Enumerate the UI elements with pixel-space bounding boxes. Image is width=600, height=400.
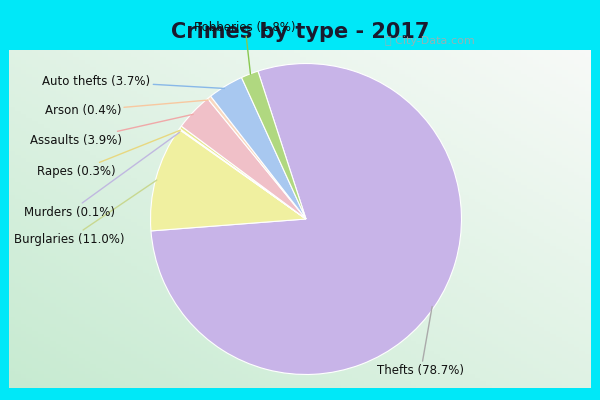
Text: Rapes (0.3%): Rapes (0.3%)	[37, 130, 181, 178]
Wedge shape	[179, 126, 306, 219]
Text: Crimes by type - 2017: Crimes by type - 2017	[171, 22, 429, 42]
Text: Thefts (78.7%): Thefts (78.7%)	[377, 306, 464, 377]
Wedge shape	[181, 99, 306, 219]
Text: Burglaries (11.0%): Burglaries (11.0%)	[14, 180, 157, 246]
Text: Murders (0.1%): Murders (0.1%)	[24, 132, 179, 219]
Text: Assaults (3.9%): Assaults (3.9%)	[30, 114, 193, 147]
Text: Auto thefts (3.7%): Auto thefts (3.7%)	[43, 74, 224, 88]
Wedge shape	[208, 96, 306, 219]
Wedge shape	[151, 64, 461, 374]
Text: ⓘ City-Data.com: ⓘ City-Data.com	[385, 36, 475, 46]
Wedge shape	[179, 128, 306, 219]
Wedge shape	[211, 78, 306, 219]
Wedge shape	[151, 129, 306, 231]
Text: Robberies (1.8%): Robberies (1.8%)	[194, 20, 296, 74]
Text: Arson (0.4%): Arson (0.4%)	[44, 100, 208, 117]
Wedge shape	[242, 71, 306, 219]
